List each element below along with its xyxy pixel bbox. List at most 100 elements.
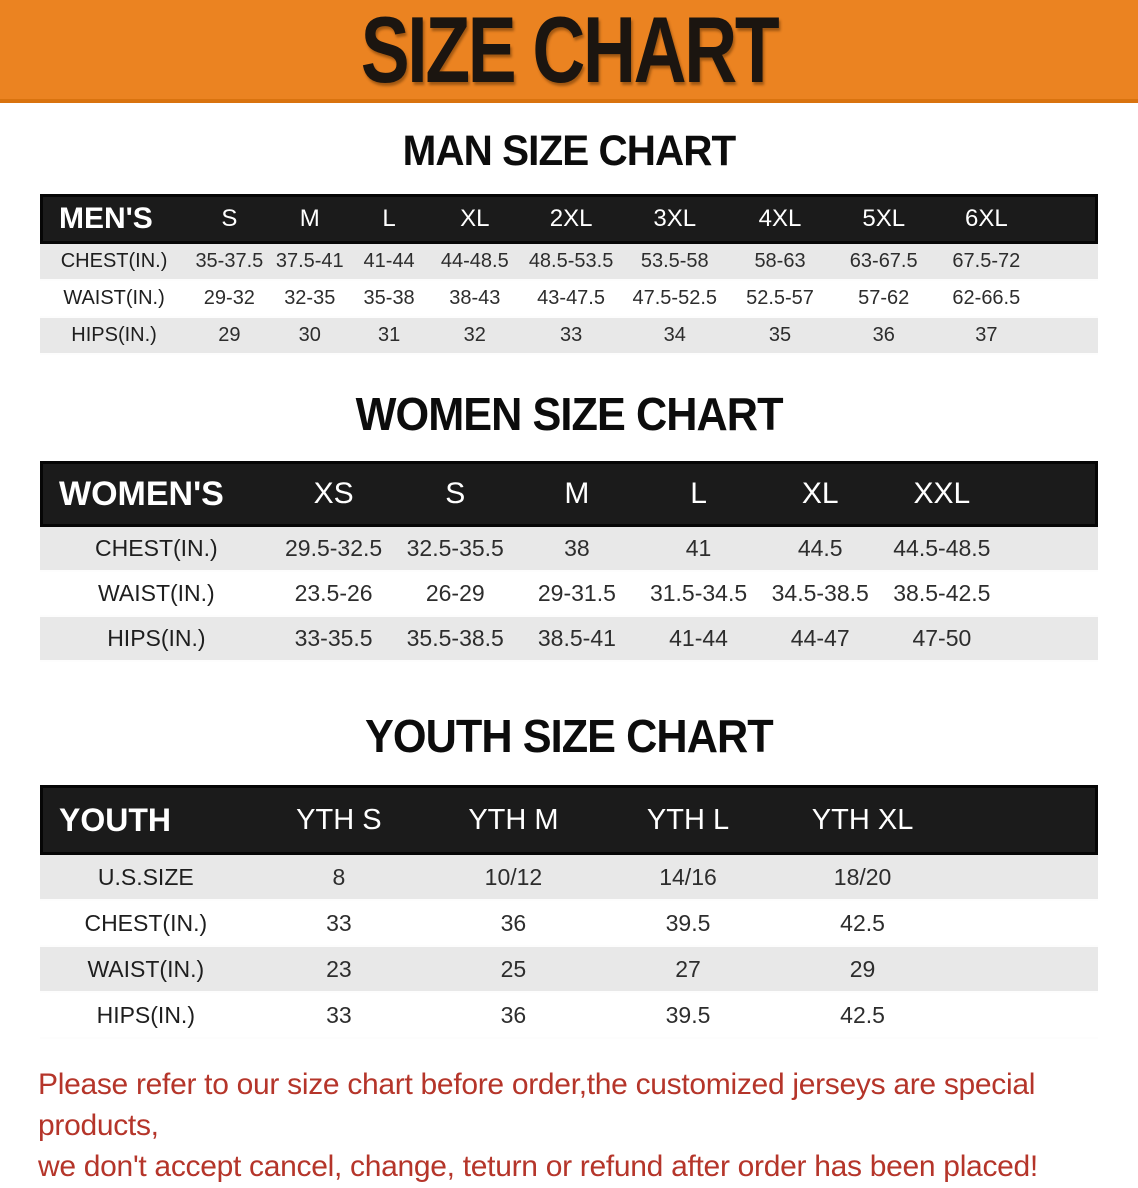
size-value-cell: 37.5-41 <box>270 244 349 282</box>
size-column-header: 6XL <box>935 194 1038 245</box>
size-column-header: XXL <box>881 461 1003 528</box>
table-row: U.S.SIZE 8 10/12 14/16 18/20 <box>40 855 1098 902</box>
size-value-cell: 35-37.5 <box>188 244 271 282</box>
table-header-row: WOMEN'S XS S M L XL XXL <box>40 461 1098 528</box>
banner-title: SIZE CHART <box>360 0 780 102</box>
size-value-cell: 48.5-53.5 <box>520 244 622 282</box>
measurement-label-cell: U.S.SIZE <box>40 855 252 902</box>
disclaimer-line-1: Please refer to our size chart before or… <box>38 1068 1036 1143</box>
size-column-header: 3XL <box>621 194 728 245</box>
size-column-header: S <box>188 194 271 245</box>
size-value-cell: 34.5-38.5 <box>759 572 882 618</box>
measurement-label-cell: CHEST(IN.) <box>40 527 273 573</box>
size-value-cell: 63-67.5 <box>832 244 936 282</box>
table-row: HIPS(IN.) 29 30 31 32 33 34 35 36 37 <box>40 318 1098 356</box>
size-value-cell: 10/12 <box>426 855 601 902</box>
size-value-cell: 33-35.5 <box>272 617 395 663</box>
size-column-header: YTH L <box>600 785 776 856</box>
size-value-cell: 44.5-48.5 <box>881 527 1003 573</box>
size-value-cell: 29-32 <box>188 281 271 319</box>
size-value-cell: 58-63 <box>727 244 833 282</box>
size-value-cell: 38 <box>516 527 638 573</box>
header-spacer-cell <box>1037 194 1098 245</box>
size-column-header: M <box>270 194 349 245</box>
size-value-cell: 36 <box>426 993 601 1040</box>
table-corner-label: WOMEN'S <box>40 461 273 528</box>
size-value-cell: 18/20 <box>775 855 950 902</box>
youth-size-chart-heading: YOUTH SIZE CHART <box>0 710 1138 763</box>
size-value-cell: 29.5-32.5 <box>272 527 395 573</box>
women-size-chart-heading-text: WOMEN SIZE CHART <box>355 388 784 441</box>
measurement-label-cell: WAIST(IN.) <box>40 572 273 618</box>
size-column-header: L <box>348 194 430 245</box>
youth-size-table: YOUTH YTH S YTH M YTH L YTH XL U.S.SIZE 8 10/12… <box>40 785 1098 1040</box>
size-value-cell: 39.5 <box>600 993 776 1040</box>
measurement-label-cell: HIPS(IN.) <box>40 993 252 1040</box>
size-column-header: XL <box>429 194 521 245</box>
measurement-label-cell: CHEST(IN.) <box>40 901 252 948</box>
row-spacer-cell <box>1002 572 1098 618</box>
size-value-cell: 42.5 <box>775 993 950 1040</box>
row-spacer-cell <box>1037 318 1098 356</box>
size-value-cell: 33 <box>520 318 622 356</box>
size-value-cell: 38.5-42.5 <box>881 572 1003 618</box>
size-value-cell: 44-48.5 <box>429 244 521 282</box>
size-value-cell: 32-35 <box>270 281 349 319</box>
size-value-cell: 35 <box>727 318 833 356</box>
row-spacer-cell <box>949 947 1098 994</box>
table-corner-label: MEN'S <box>40 194 189 245</box>
size-value-cell: 32 <box>429 318 521 356</box>
size-value-cell: 53.5-58 <box>621 244 728 282</box>
row-spacer-cell <box>949 855 1098 902</box>
table-row: HIPS(IN.) 33 36 39.5 42.5 <box>40 993 1098 1040</box>
size-value-cell: 27 <box>600 947 776 994</box>
size-value-cell: 41 <box>637 527 760 573</box>
size-value-cell: 23 <box>251 947 427 994</box>
table-header-row: MEN'S S M L XL 2XL 3XL 4XL 5XL 6XL <box>40 194 1098 245</box>
size-value-cell: 36 <box>426 901 601 948</box>
size-column-header: L <box>637 461 760 528</box>
size-column-header: 5XL <box>832 194 936 245</box>
size-value-cell: 67.5-72 <box>935 244 1038 282</box>
table-row: WAIST(IN.) 23 25 27 29 <box>40 947 1098 994</box>
measurement-label-cell: CHEST(IN.) <box>40 244 189 282</box>
size-value-cell: 33 <box>251 993 427 1040</box>
size-column-header: XS <box>272 461 395 528</box>
row-spacer-cell <box>949 993 1098 1040</box>
size-value-cell: 57-62 <box>832 281 936 319</box>
header-spacer-cell <box>1002 461 1098 528</box>
size-value-cell: 44.5 <box>759 527 882 573</box>
size-value-cell: 38.5-41 <box>516 617 638 663</box>
size-column-header: XL <box>759 461 882 528</box>
size-value-cell: 31.5-34.5 <box>637 572 760 618</box>
size-value-cell: 35.5-38.5 <box>394 617 517 663</box>
table-row: CHEST(IN.) 29.5-32.5 32.5-35.5 38 41 44.5 44.5… <box>40 527 1098 573</box>
table-row: WAIST(IN.) 23.5-26 26-29 29-31.5 31.5-34.5 34… <box>40 572 1098 618</box>
size-value-cell: 44-47 <box>759 617 882 663</box>
table-header-row: YOUTH YTH S YTH M YTH L YTH XL <box>40 785 1098 856</box>
header-spacer-cell <box>949 785 1098 856</box>
table-row: CHEST(IN.) 35-37.5 37.5-41 41-44 44-48.5 48.5… <box>40 244 1098 282</box>
size-value-cell: 62-66.5 <box>935 281 1038 319</box>
size-value-cell: 29 <box>775 947 950 994</box>
size-value-cell: 47-50 <box>881 617 1003 663</box>
women-size-chart-heading: WOMEN SIZE CHART <box>0 388 1138 441</box>
row-spacer-cell <box>1037 244 1098 282</box>
size-value-cell: 23.5-26 <box>272 572 395 618</box>
size-value-cell: 25 <box>426 947 601 994</box>
womens-size-table: WOMEN'S XS S M L XL XXL CHEST(IN.) 29.5-32.5 32.5… <box>40 461 1098 663</box>
size-value-cell: 26-29 <box>394 572 517 618</box>
size-value-cell: 42.5 <box>775 901 950 948</box>
row-spacer-cell <box>1037 281 1098 319</box>
size-column-header: M <box>516 461 638 528</box>
disclaimer-text: Please refer to our size chart before or… <box>38 1065 1118 1187</box>
size-column-header: YTH XL <box>775 785 950 856</box>
table-row: WAIST(IN.) 29-32 32-35 35-38 38-43 43-47.5 47.… <box>40 281 1098 319</box>
size-chart-banner: SIZE CHART <box>0 0 1138 103</box>
measurement-label-cell: WAIST(IN.) <box>40 947 252 994</box>
row-spacer-cell <box>1002 617 1098 663</box>
man-size-chart-heading-text: MAN SIZE CHART <box>402 127 737 175</box>
measurement-label-cell: HIPS(IN.) <box>40 318 189 356</box>
size-value-cell: 52.5-57 <box>727 281 833 319</box>
size-value-cell: 29 <box>188 318 271 356</box>
